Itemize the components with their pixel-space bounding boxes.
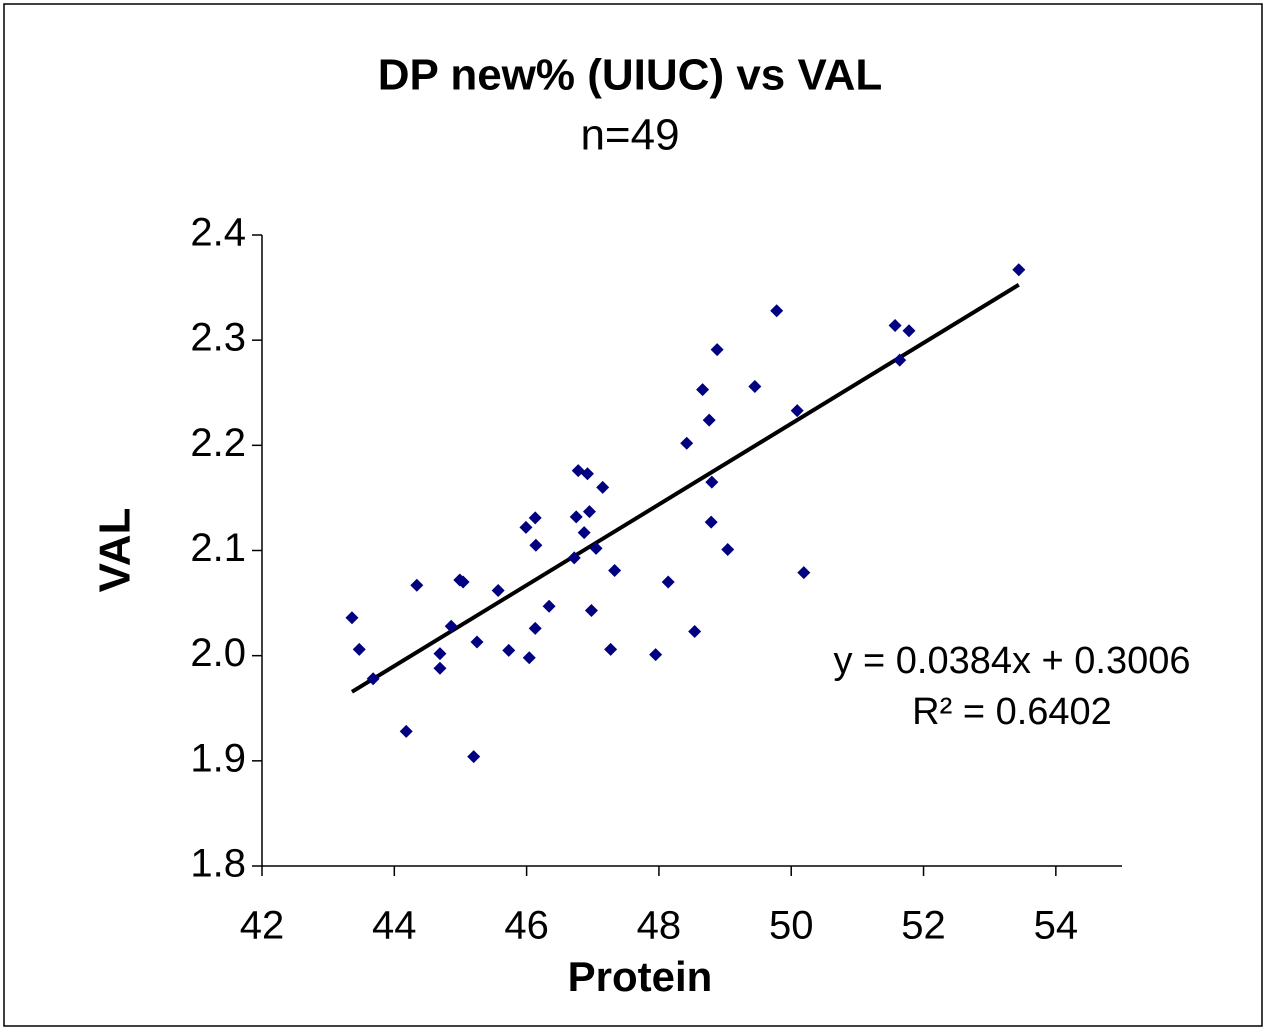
x-tick-label: 50	[769, 904, 814, 948]
data-point	[580, 467, 594, 481]
data-point	[444, 619, 458, 633]
data-point	[902, 324, 916, 338]
data-point	[345, 611, 359, 625]
y-tick-label: 1.9	[190, 736, 246, 780]
y-tick-label: 2.1	[190, 526, 246, 570]
data-point	[770, 304, 784, 318]
data-point	[705, 475, 719, 489]
r-squared-label: R² = 0.6402	[912, 691, 1112, 733]
x-tick-label: 46	[504, 904, 549, 948]
data-point	[522, 651, 536, 665]
data-point	[584, 603, 598, 617]
data-point	[433, 661, 447, 675]
data-point	[410, 578, 424, 592]
data-point	[519, 520, 533, 534]
y-tick-label: 2.3	[190, 316, 246, 360]
y-tick-label: 2.2	[190, 421, 246, 465]
data-point	[399, 724, 413, 738]
data-point	[528, 511, 542, 525]
x-tick-label: 52	[901, 904, 946, 948]
data-point	[582, 505, 596, 519]
y-tick-label: 2.0	[190, 631, 246, 675]
data-point	[680, 436, 694, 450]
data-point	[491, 583, 505, 597]
data-point	[797, 566, 811, 580]
data-point	[888, 318, 902, 332]
data-point	[470, 635, 484, 649]
data-point	[589, 541, 603, 555]
data-point	[467, 750, 481, 764]
y-tick-label: 1.8	[190, 842, 246, 886]
data-point	[567, 551, 581, 565]
chart-border	[3, 3, 1263, 1027]
data-point	[893, 353, 907, 367]
x-tick-label: 42	[240, 904, 285, 948]
data-point	[790, 404, 804, 418]
data-point	[569, 510, 583, 524]
data-point	[696, 383, 710, 397]
data-point	[608, 563, 622, 577]
x-axis-label: Protein	[568, 953, 713, 1000]
data-point	[748, 379, 762, 393]
data-point	[704, 515, 718, 529]
data-point	[702, 413, 716, 427]
data-point	[502, 643, 516, 657]
data-point	[596, 480, 610, 494]
data-point	[352, 642, 366, 656]
trendline	[350, 283, 1020, 694]
y-axis-label: VAL	[91, 508, 140, 593]
data-point	[542, 599, 556, 613]
data-point	[721, 542, 735, 556]
x-tick-label: 48	[637, 904, 682, 948]
data-point	[529, 538, 543, 552]
data-point	[604, 642, 618, 656]
data-point	[710, 343, 724, 357]
y-tick-label: 2.4	[190, 211, 246, 255]
data-point	[649, 648, 663, 662]
x-tick-label: 44	[372, 904, 417, 948]
data-point	[433, 647, 447, 661]
equation-label: y = 0.0384x + 0.3006	[833, 640, 1190, 682]
data-point	[366, 672, 380, 686]
chart-subtitle: n=49	[580, 111, 679, 160]
data-point	[528, 621, 542, 635]
data-point	[661, 575, 675, 589]
data-point	[688, 624, 702, 638]
data-point	[456, 575, 470, 589]
x-tick-label: 54	[1034, 904, 1079, 948]
chart-title: DP new% (UIUC) vs VAL	[378, 51, 882, 100]
data-point	[1012, 263, 1026, 277]
data-point	[577, 526, 591, 540]
